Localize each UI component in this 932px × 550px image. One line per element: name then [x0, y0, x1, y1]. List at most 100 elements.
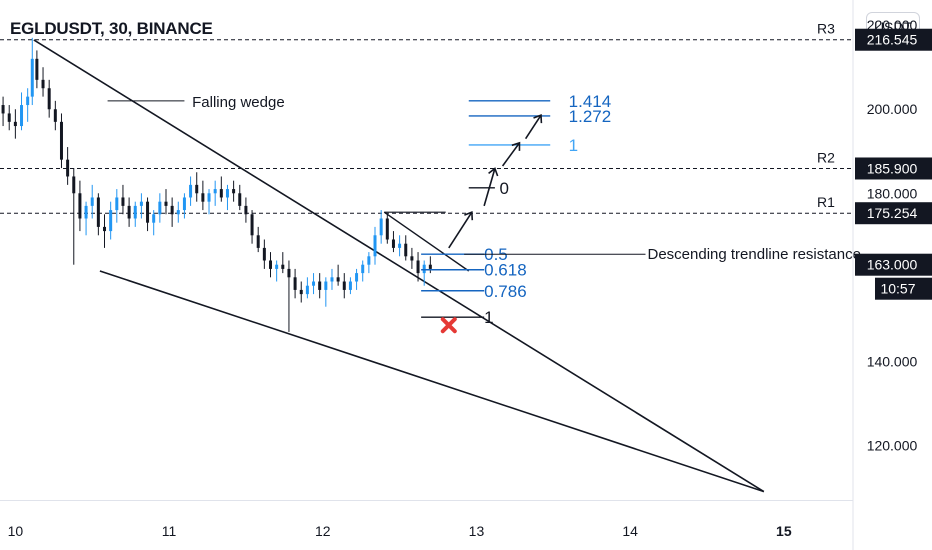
candle-body — [398, 243, 402, 248]
candle — [182, 193, 186, 219]
candle-body — [422, 264, 426, 274]
candle — [281, 252, 285, 274]
candle-body — [318, 281, 322, 290]
trendline-label: Descending trendline resistance — [648, 246, 861, 263]
candle — [219, 176, 223, 202]
y-tick-label: 180.000 — [867, 185, 918, 201]
candle — [428, 256, 432, 274]
countdown-value: 10:57 — [880, 281, 915, 297]
candle — [250, 210, 254, 244]
candle-body — [293, 277, 297, 290]
price-tag-bg — [855, 253, 932, 276]
candle-body — [385, 218, 389, 240]
candle — [152, 210, 156, 236]
candle — [26, 88, 30, 122]
candle — [312, 273, 316, 295]
candle-body — [182, 197, 186, 211]
candle-body — [373, 235, 377, 257]
candle — [299, 281, 303, 303]
candle-body — [66, 159, 70, 177]
arrow-3-head — [511, 141, 521, 151]
candle — [262, 239, 266, 269]
candle — [47, 79, 51, 118]
candle — [195, 172, 199, 202]
candle — [7, 105, 11, 131]
arrow-2 — [483, 168, 496, 207]
candle-body — [312, 281, 316, 286]
y-tick-label: 200.000 — [867, 101, 918, 117]
candle — [269, 252, 273, 278]
candle — [416, 252, 420, 282]
falling-wedge-label: Falling wedge — [192, 94, 285, 111]
candle-body — [115, 197, 119, 211]
candle — [96, 193, 100, 236]
resistance-levels: R3 R2 R1 — [0, 21, 853, 214]
candle — [305, 277, 309, 299]
price-tag: 216.545 — [855, 28, 932, 51]
price-tag-value: 175.254 — [867, 205, 918, 221]
price-tag-value: 185.900 — [867, 160, 918, 176]
candle — [72, 168, 76, 265]
candle-body — [256, 235, 260, 248]
candle-body — [84, 205, 88, 219]
countdown-bg — [875, 277, 932, 300]
candle — [398, 235, 402, 257]
candle-body — [146, 201, 150, 223]
candle — [410, 247, 414, 269]
candle-body — [13, 121, 17, 127]
candle — [238, 184, 242, 211]
candle-body — [269, 260, 273, 269]
candle — [293, 268, 297, 299]
arrow-4-head — [533, 113, 543, 124]
candle-body — [330, 277, 334, 282]
candle — [109, 201, 113, 240]
fib-label: 0.618 — [484, 261, 527, 280]
candle-body — [250, 214, 254, 236]
y-tick-label: 140.000 — [867, 353, 918, 369]
candle-body — [287, 268, 291, 278]
candle-body — [361, 264, 365, 274]
fib-label: 0.5 — [484, 245, 508, 264]
price-tag-bg — [855, 202, 932, 225]
candle — [1, 96, 5, 127]
x-tick-label: 14 — [622, 523, 638, 539]
candle-body — [189, 184, 193, 198]
candle-body — [225, 189, 229, 198]
fib-label: 0 — [500, 179, 509, 198]
x-tick-label: 12 — [315, 523, 331, 539]
candle-body — [195, 184, 199, 194]
candle — [201, 180, 205, 211]
candle — [189, 176, 193, 206]
candle-body — [391, 239, 395, 248]
candle-body — [281, 264, 285, 269]
candle-body — [53, 109, 57, 122]
candle-body — [26, 96, 30, 106]
candle — [41, 67, 45, 97]
candle — [103, 214, 107, 248]
arrow-4 — [524, 114, 542, 140]
candle-body — [410, 256, 414, 261]
candle-body — [121, 197, 125, 206]
chart-title: EGLDUSDT, 30, BINANCE — [10, 19, 213, 38]
candle-body — [299, 289, 303, 295]
candle-body — [20, 105, 24, 127]
candle-body — [127, 205, 131, 219]
candle — [391, 231, 395, 253]
candle-body — [416, 260, 420, 274]
candle — [256, 226, 260, 253]
candle — [336, 264, 340, 286]
candle — [275, 260, 279, 282]
candle-body — [238, 193, 242, 206]
candle-body — [47, 88, 51, 110]
candle — [78, 180, 82, 232]
candle-body — [30, 58, 34, 97]
candle — [139, 193, 143, 219]
x-tick-label: 11 — [162, 523, 177, 539]
y-tick-label: 120.000 — [867, 437, 918, 453]
candle — [232, 180, 236, 202]
falling-wedge — [33, 39, 765, 493]
candle-body — [176, 210, 180, 215]
